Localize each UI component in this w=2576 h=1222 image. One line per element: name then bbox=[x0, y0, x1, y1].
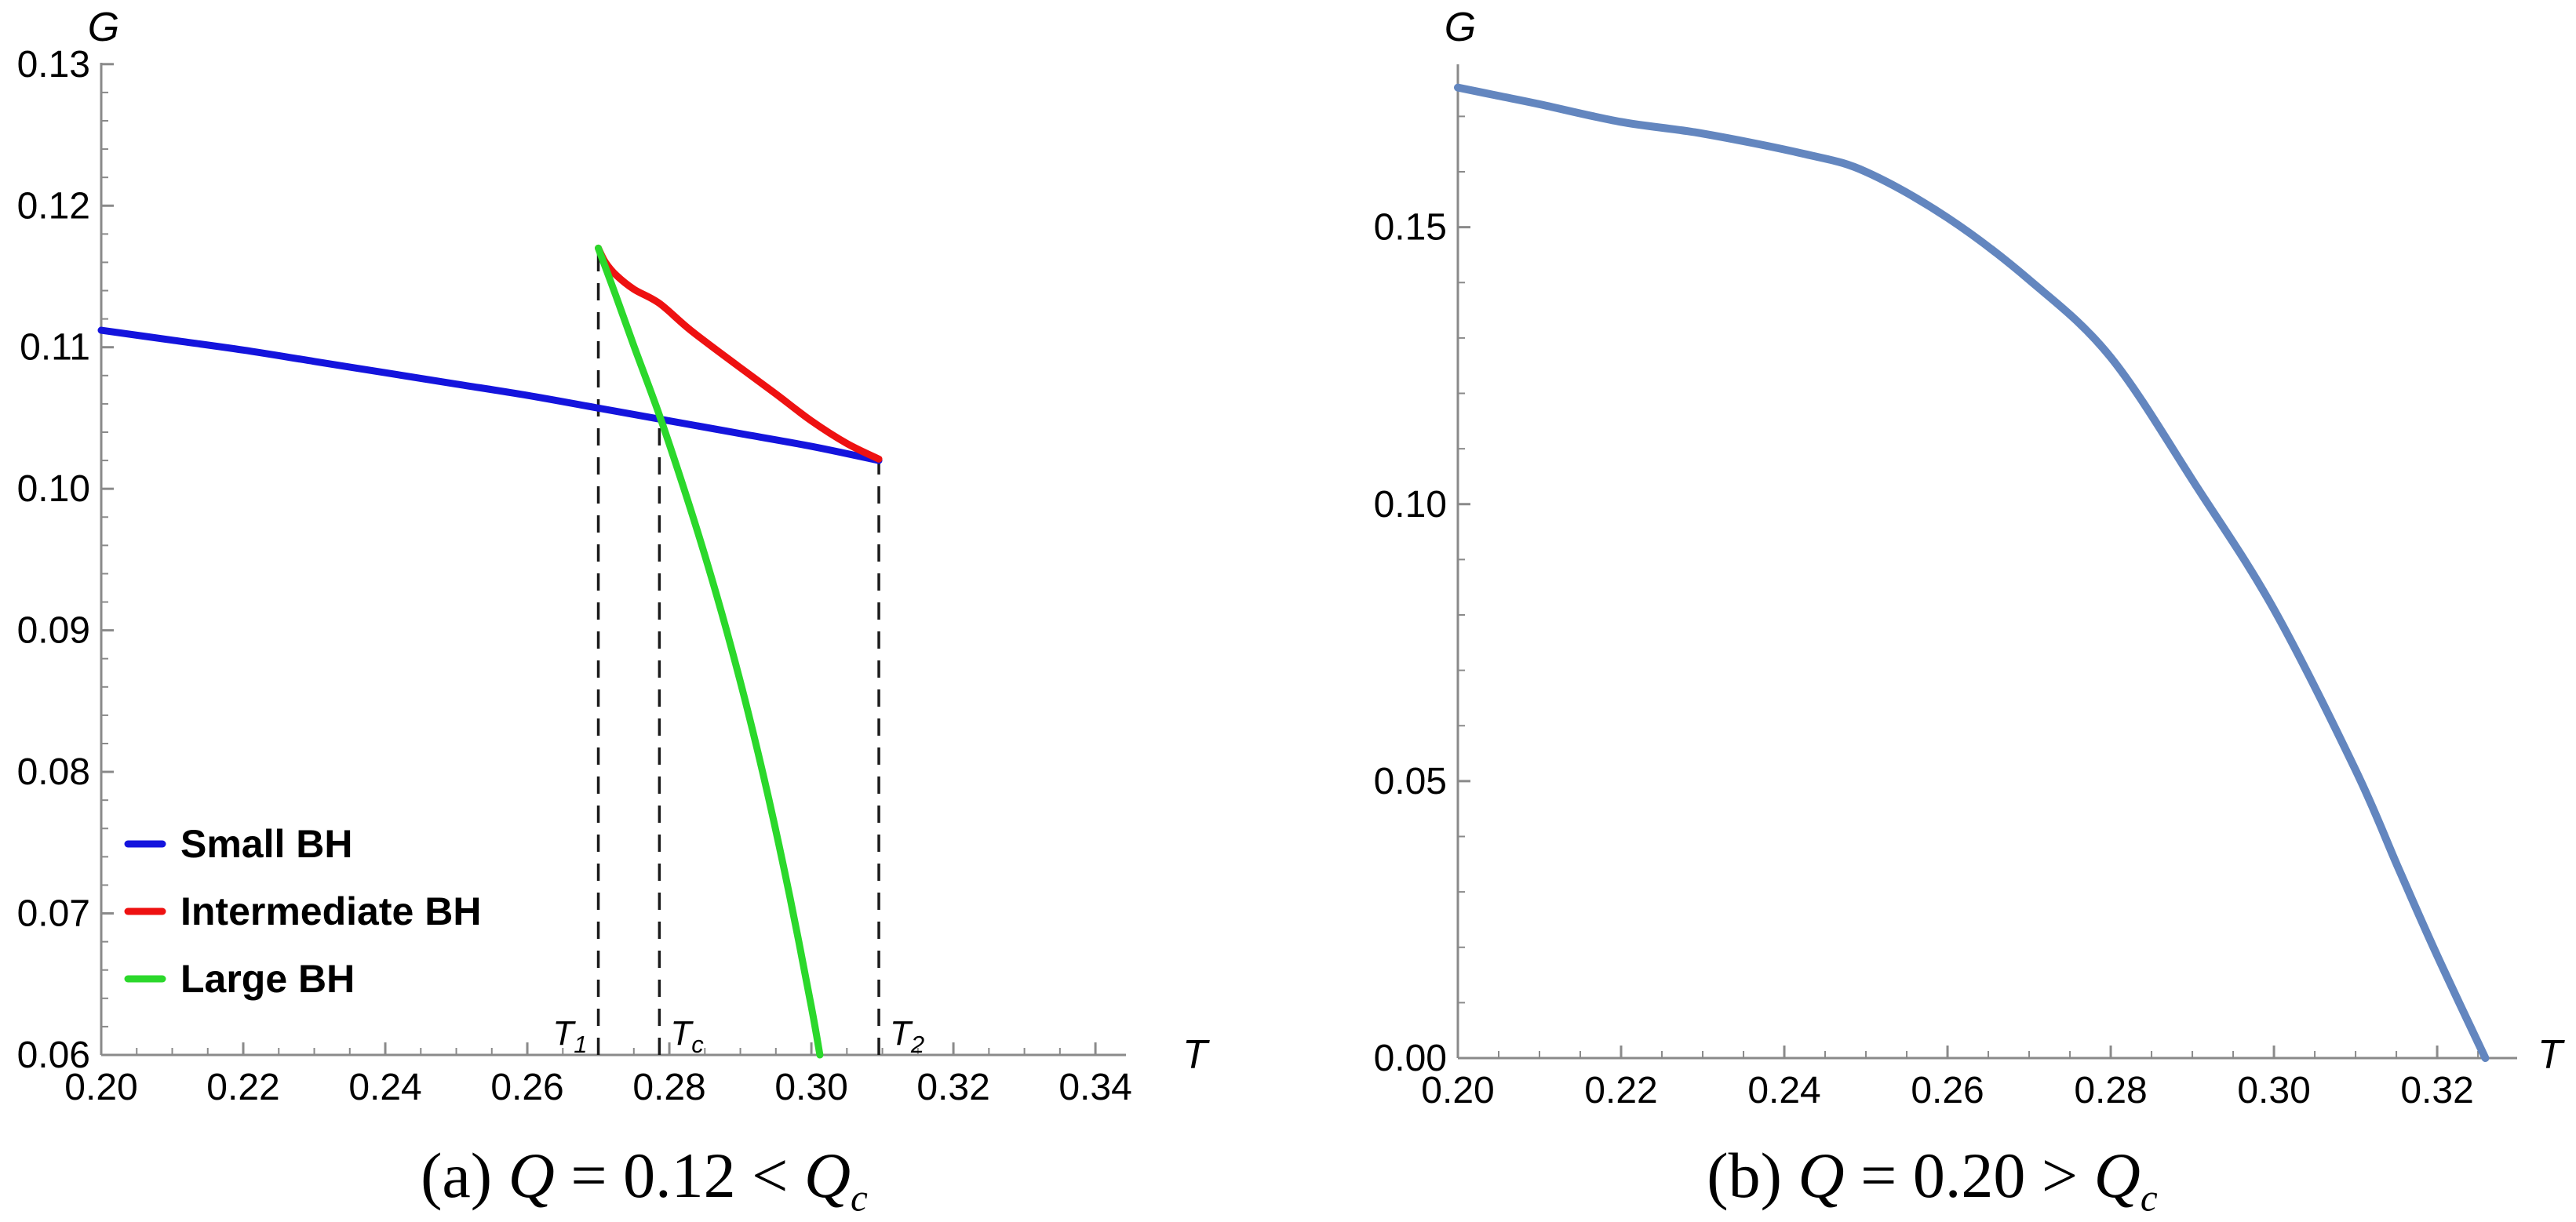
plot-a-y-tick-label: 0.10 bbox=[17, 468, 90, 510]
caption-a-relation: = 0.12 < bbox=[570, 1140, 789, 1211]
caption-b-charge-symbol: Q bbox=[1798, 1140, 1845, 1211]
caption-panel-b: (b) Q = 0.20 > Qc bbox=[1288, 1139, 2576, 1217]
plot-a-x-tick-label: 0.20 bbox=[64, 1067, 137, 1108]
plot-a-curve-intermediate-bh bbox=[595, 244, 883, 463]
plot-b-y-tick-label: 0.05 bbox=[1374, 761, 1447, 802]
plot-a-y-tick-label: 0.08 bbox=[17, 751, 90, 793]
plot-a-guide-label-T2: T2 bbox=[890, 1014, 924, 1058]
plot-b-ylabel: G bbox=[1445, 5, 1476, 50]
plot-b-y-tick-label: 0.10 bbox=[1374, 484, 1447, 526]
caption-a-critical-subscript: c bbox=[851, 1176, 868, 1220]
plot-a-x-tick-label: 0.28 bbox=[632, 1067, 705, 1108]
plot-b-xlabel: T bbox=[2538, 1032, 2565, 1078]
caption-b-relation: = 0.20 > bbox=[1860, 1140, 2079, 1211]
caption-a-index: (a) bbox=[421, 1140, 493, 1211]
plot-b-curve-bh-branch bbox=[1454, 83, 2490, 1062]
plot-a-legend-label-small-bh: Small BH bbox=[180, 822, 353, 866]
plot-a-y-tick-label: 0.09 bbox=[17, 610, 90, 652]
caption-panel-a: (a) Q = 0.12 < Qc bbox=[0, 1139, 1288, 1217]
plot-b-x-tick-label: 0.28 bbox=[2074, 1070, 2147, 1111]
plot-a-y-tick-label: 0.12 bbox=[17, 185, 90, 227]
caption-b-index: (b) bbox=[1707, 1140, 1782, 1211]
plot-a-curve-small-bh bbox=[97, 326, 883, 464]
plot-b-x-tick-label: 0.22 bbox=[1584, 1070, 1657, 1111]
plot-b-x-tick-label: 0.20 bbox=[1421, 1070, 1494, 1111]
plot-a-legend-label-large-bh: Large BH bbox=[180, 957, 355, 1001]
caption-a-charge-symbol: Q bbox=[508, 1140, 555, 1211]
plot-a-y-tick-label: 0.11 bbox=[20, 327, 90, 369]
caption-a-critical-symbol: Qc bbox=[803, 1140, 868, 1220]
plot-b-x-tick-label: 0.24 bbox=[1747, 1070, 1820, 1111]
plot-a-ylabel: G bbox=[88, 5, 119, 50]
plot-a-curve-large-bh bbox=[595, 244, 824, 1059]
plot-b-x-tick-label: 0.26 bbox=[1911, 1070, 1984, 1111]
plot-a-xlabel: T bbox=[1182, 1032, 1210, 1078]
plot-b-x-tick-label: 0.32 bbox=[2400, 1070, 2473, 1111]
plot-a-y-tick-label: 0.13 bbox=[17, 44, 90, 85]
plot-a-x-tick-label: 0.30 bbox=[774, 1067, 847, 1108]
plot-a-x-tick-label: 0.32 bbox=[916, 1067, 989, 1108]
plot-a-y-tick-label: 0.07 bbox=[17, 893, 90, 935]
caption-b-critical-symbol: Qc bbox=[2093, 1140, 2158, 1220]
plot-a-x-tick-label: 0.34 bbox=[1058, 1067, 1131, 1108]
plot-a-x-tick-label: 0.24 bbox=[348, 1067, 421, 1108]
plot-a-y-tick-label: 0.06 bbox=[17, 1035, 90, 1076]
plot-a-guide-label-T1: T1 bbox=[552, 1014, 587, 1058]
plot-b-x-tick-label: 0.30 bbox=[2237, 1070, 2310, 1111]
plot-b-y-tick-label: 0.15 bbox=[1374, 207, 1447, 249]
plot-a-legend-label-intermediate-bh: Intermediate BH bbox=[180, 889, 481, 933]
plot-a-x-tick-label: 0.22 bbox=[206, 1067, 279, 1108]
plot-a-x-tick-label: 0.26 bbox=[490, 1067, 563, 1108]
plot-a-guide-label-Tc: Tc bbox=[670, 1014, 704, 1058]
caption-b-critical-subscript: c bbox=[2140, 1176, 2158, 1220]
plot-b-y-tick-label: 0.00 bbox=[1374, 1038, 1447, 1079]
